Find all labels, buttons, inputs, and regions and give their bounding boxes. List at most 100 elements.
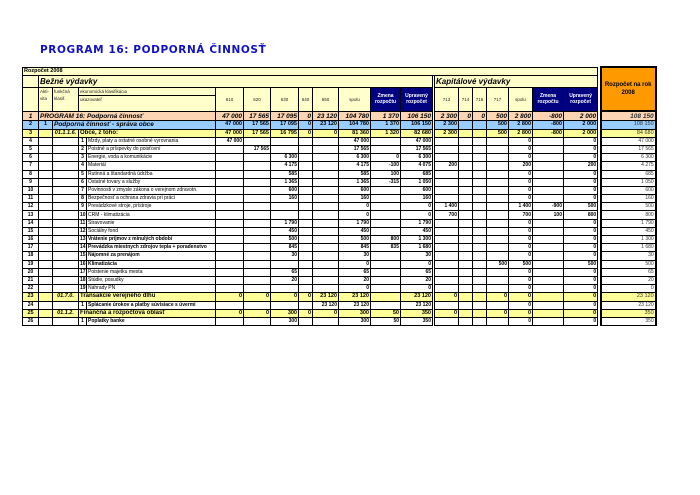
economic-code: 8 xyxy=(78,194,87,204)
row-number: 8 xyxy=(22,169,39,179)
activity-cell xyxy=(38,292,53,302)
current-value xyxy=(370,259,401,269)
capital-value: 0 xyxy=(562,300,599,310)
table-row: 22 19 Náhrady PN 0 0 0 0 0 xyxy=(22,284,657,294)
current-value: 17 565 xyxy=(243,120,271,130)
current-value xyxy=(270,202,299,212)
capital-value: 0 xyxy=(562,218,599,228)
capital-value xyxy=(532,316,564,327)
current-value: 17 565 xyxy=(400,144,433,155)
row-number: 13 xyxy=(22,210,39,220)
row-label: Prevádzka miestnych zdrojov tepla + pora… xyxy=(86,243,216,253)
current-value xyxy=(270,259,299,269)
capital-value: 500 xyxy=(562,259,599,269)
current-value: 450 xyxy=(338,226,371,237)
capital-value: 0 xyxy=(508,136,533,146)
current-value xyxy=(298,177,313,187)
final-budget-value: 685 xyxy=(599,169,657,179)
table-row: 19 16 Klimatizácia 0 0 500 500 500 500 xyxy=(22,259,657,269)
table-row: 14 11 Stravovanie 1 790 1 790 1 790 0 0 1 790 xyxy=(22,218,657,228)
current-value: 1 300 xyxy=(400,234,433,245)
capital-value xyxy=(472,128,487,138)
capital-value xyxy=(472,120,487,130)
current-value xyxy=(312,169,339,179)
current-value: 0 xyxy=(312,308,339,318)
final-budget-value: 800 xyxy=(599,210,657,220)
economic-code: 19 xyxy=(78,284,87,294)
capital-value xyxy=(532,300,564,310)
current-value: 50 xyxy=(370,316,401,327)
row-label: Podporná činnosť - správa obce xyxy=(52,120,216,130)
current-value xyxy=(298,275,313,286)
capital-value xyxy=(434,300,459,310)
row-label: Splácanie úrokov a platby súvisiace s úv… xyxy=(86,300,216,310)
current-value xyxy=(243,210,271,220)
current-value: 4 175 xyxy=(338,161,371,171)
capital-value xyxy=(458,194,473,204)
current-value xyxy=(312,144,339,155)
current-value: 585 xyxy=(270,169,299,179)
row-number: 18 xyxy=(22,251,39,261)
row-label: Prevádzkové stroje, prístroje xyxy=(86,202,216,212)
current-value xyxy=(312,226,339,237)
capital-value xyxy=(472,136,487,146)
capital-value: 0 xyxy=(508,300,533,310)
table-row: 24 1 Splácanie úrokov a platby súvisiace s… xyxy=(22,300,657,310)
capital-value xyxy=(458,259,473,269)
capital-value xyxy=(532,177,564,187)
current-value xyxy=(298,144,313,155)
capital-value xyxy=(434,153,459,163)
current-value xyxy=(215,144,244,155)
capital-value xyxy=(458,185,473,196)
activity-cell xyxy=(38,259,53,269)
current-value xyxy=(243,300,271,310)
current-value xyxy=(312,275,339,286)
current-value: 17 565 xyxy=(243,128,271,138)
row-number: 6 xyxy=(22,153,39,163)
current-value: 0 xyxy=(243,308,271,318)
current-value: 100 xyxy=(370,169,401,179)
capital-value: 0 xyxy=(562,169,599,179)
current-value: 16 795 xyxy=(270,128,299,138)
capital-value xyxy=(532,251,564,261)
current-value: 300 xyxy=(270,316,299,327)
current-value xyxy=(312,234,339,245)
current-value: 23 120 xyxy=(312,120,339,130)
row-number: 1 xyxy=(22,110,39,122)
current-value xyxy=(370,251,401,261)
current-value xyxy=(215,251,244,261)
capital-value xyxy=(532,267,564,277)
current-value xyxy=(215,218,244,228)
current-value: 0 xyxy=(370,153,401,163)
current-value xyxy=(243,161,271,171)
functional-cell xyxy=(52,177,79,187)
final-budget-header: Rozpočet na rok 2008 xyxy=(599,65,657,113)
current-value: 4 075 xyxy=(400,161,433,171)
functional-cell xyxy=(52,185,79,196)
final-budget-value: 350 xyxy=(599,308,657,318)
capital-value xyxy=(472,275,487,286)
capital-value xyxy=(472,177,487,187)
functional-cell xyxy=(52,194,79,204)
capital-value: 0 xyxy=(562,144,599,155)
capital-value: 0 xyxy=(508,284,533,294)
activity-cell xyxy=(38,194,53,204)
current-value xyxy=(298,267,313,277)
functional-cell xyxy=(52,300,79,310)
capital-value xyxy=(434,218,459,228)
activity-cell xyxy=(38,300,53,310)
capital-value xyxy=(472,226,487,237)
current-value: 0 xyxy=(400,259,433,269)
capital-value xyxy=(458,202,473,212)
capital-expenses-header: Kapitálové výdavky xyxy=(433,74,599,88)
capital-value: 0 xyxy=(508,153,533,163)
activity-cell xyxy=(38,153,53,163)
current-value xyxy=(312,284,339,294)
current-value: -315 xyxy=(370,177,401,187)
current-value: 23 120 xyxy=(338,292,371,302)
activity-cell xyxy=(38,185,53,196)
capital-value xyxy=(458,308,473,318)
col-716: 716 xyxy=(472,86,487,112)
current-value xyxy=(370,284,401,294)
functional-cell xyxy=(52,210,79,220)
